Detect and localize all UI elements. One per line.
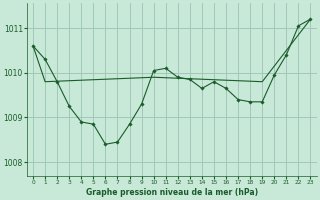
X-axis label: Graphe pression niveau de la mer (hPa): Graphe pression niveau de la mer (hPa) [86, 188, 258, 197]
